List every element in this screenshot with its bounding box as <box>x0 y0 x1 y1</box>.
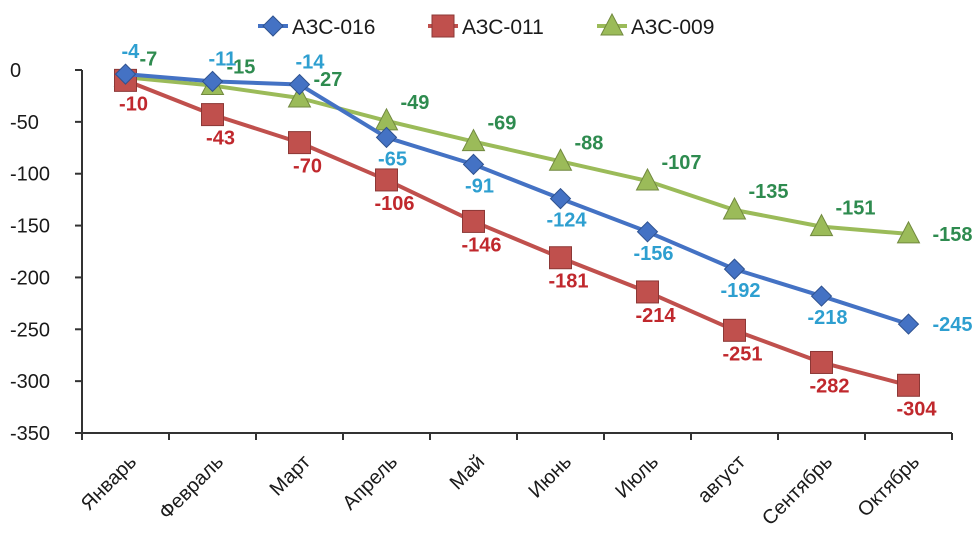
data-label: -69 <box>488 113 517 135</box>
legend: АЗС-016 АЗС-011 АЗС-009 <box>258 12 714 39</box>
data-point-marker <box>723 318 746 342</box>
series-азс-011 <box>114 68 920 397</box>
data-point-marker <box>897 373 920 397</box>
y-tick-label: -50 <box>10 112 39 134</box>
legend-item-азс-016: АЗС-016 <box>258 15 375 39</box>
data-point-marker <box>723 258 746 280</box>
series-lines <box>113 63 921 397</box>
y-tick-label: -150 <box>10 216 50 238</box>
data-point-marker <box>375 126 398 149</box>
series-line <box>125 72 910 327</box>
data-label: -88 <box>575 132 604 154</box>
data-label: -151 <box>836 198 876 220</box>
data-point-marker <box>461 128 486 152</box>
data-label: -245 <box>933 314 973 336</box>
y-tick-label: -250 <box>10 319 50 341</box>
data-point-marker <box>549 187 572 210</box>
data-point-marker <box>201 103 224 127</box>
y-tick-label: -350 <box>10 423 50 445</box>
x-tick-label: Октябрь <box>854 451 924 521</box>
data-point-marker <box>722 196 747 220</box>
y-tick-label: -100 <box>10 164 50 186</box>
data-label: -192 <box>720 280 760 302</box>
x-tick-label: Апрель <box>339 451 403 515</box>
legend-label: АЗС-009 <box>631 16 714 39</box>
data-label: -10 <box>119 93 148 115</box>
data-point-marker <box>548 148 573 171</box>
data-label: -65 <box>378 148 407 170</box>
y-tick-label: -300 <box>10 371 50 393</box>
data-label: -124 <box>546 210 587 232</box>
x-tick-label: Март <box>266 451 315 500</box>
data-label: -214 <box>635 305 676 327</box>
data-label: -15 <box>227 57 256 79</box>
data-point-marker <box>636 221 659 243</box>
data-point-marker <box>375 168 398 192</box>
x-tick-label: Сентябрь <box>758 451 837 530</box>
series-line <box>124 78 910 388</box>
data-label: -107 <box>662 152 702 174</box>
data-point-marker <box>288 131 311 155</box>
x-tick-label: Июнь <box>525 451 577 503</box>
data-label: -7 <box>140 48 158 70</box>
data-point-marker <box>201 70 224 93</box>
data-label: -282 <box>809 375 849 397</box>
x-tick-label: Июль <box>611 451 663 503</box>
data-label: -304 <box>896 398 937 420</box>
data-label: -14 <box>296 52 326 74</box>
data-point-marker <box>462 209 485 233</box>
data-point-marker <box>114 63 137 85</box>
x-tick-label: Май <box>446 451 489 494</box>
series-line <box>125 75 909 236</box>
data-label: -181 <box>548 271 588 293</box>
legend-item-азс-009: АЗС-009 <box>597 12 714 39</box>
data-point-marker <box>810 285 833 307</box>
data-label: -91 <box>465 175 494 197</box>
data-point-marker <box>462 153 485 176</box>
data-point-marker <box>635 167 660 191</box>
data-point-marker <box>549 246 572 270</box>
x-tick-label: август <box>693 451 750 508</box>
data-label: -218 <box>807 307 847 329</box>
data-label: -135 <box>749 181 789 203</box>
data-point-marker <box>896 220 921 244</box>
data-label: -158 <box>933 224 973 246</box>
legend-marker <box>431 14 455 38</box>
x-tick-label: Февраль <box>155 451 228 524</box>
data-point-marker <box>288 73 311 96</box>
data-point-marker <box>287 84 312 108</box>
axes: 0 -50 -100 -150 -200 -250 -300 -350 Январь Феврал… <box>10 60 953 530</box>
data-point-marker <box>809 213 834 237</box>
data-label: -156 <box>633 243 673 265</box>
legend-label: АЗС-011 <box>462 16 544 39</box>
y-tick-label: -200 <box>10 267 50 289</box>
data-point-marker <box>810 350 833 374</box>
data-label: -4 <box>122 41 141 63</box>
legend-item-азс-011: АЗС-011 <box>428 14 544 39</box>
data-label: -49 <box>401 92 430 114</box>
data-point-marker <box>636 280 659 304</box>
series-азс-009 <box>113 64 921 244</box>
legend-label: АЗС-016 <box>292 16 375 39</box>
data-label: -146 <box>461 234 501 256</box>
y-tick-label: 0 <box>10 60 21 82</box>
data-label: -11 <box>209 48 237 70</box>
data-point-marker <box>897 313 920 335</box>
data-label: -251 <box>722 343 762 365</box>
data-label: -43 <box>206 128 235 150</box>
data-labels: -4 -11 -14 -65 -91 -124 -156 -192 -218 -245 -10 -43… <box>119 41 972 420</box>
series-азс-016 <box>114 63 920 335</box>
data-label: -70 <box>293 156 322 178</box>
legend-marker <box>600 12 624 36</box>
data-label: -106 <box>374 193 414 215</box>
data-label: -27 <box>314 69 343 91</box>
x-tick-label: Январь <box>77 451 141 515</box>
legend-marker <box>262 15 284 37</box>
